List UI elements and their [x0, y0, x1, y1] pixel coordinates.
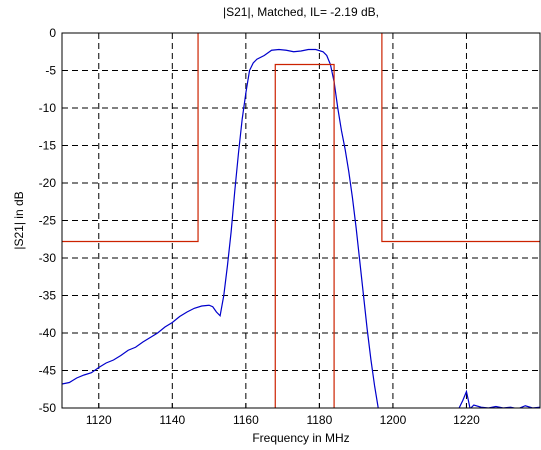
y-tick-label: -10	[39, 101, 57, 115]
y-tick-label: -45	[39, 364, 57, 378]
y-tick-label: -35	[39, 289, 57, 303]
chart-title: |S21|, Matched, IL= -2.19 dB,	[223, 5, 379, 19]
series-line-2	[381, 33, 540, 243]
axis-ticks: 1120 1140 1160 1180 1200 1220 0 -5 -10 -15 -20 -25 -…	[39, 26, 480, 427]
y-tick-label: -50	[39, 401, 57, 415]
y-tick-label: -30	[39, 251, 57, 265]
plot-area	[62, 33, 540, 408]
y-tick-label: -15	[39, 139, 57, 153]
grid	[62, 33, 540, 408]
x-tick-label: 1120	[86, 413, 112, 427]
y-axis-label: |S21| in dB	[12, 191, 26, 249]
x-axis-label: Frequency in MHz	[252, 431, 349, 445]
x-tick-label: 1180	[306, 413, 332, 427]
x-tick-label: 1220	[453, 413, 480, 427]
y-tick-label: -40	[39, 326, 57, 340]
x-tick-label: 1200	[380, 413, 407, 427]
x-tick-label: 1140	[159, 413, 185, 427]
y-tick-label: -25	[39, 214, 57, 228]
series-line-3	[274, 63, 335, 408]
series-line-0	[62, 48, 540, 408]
x-tick-label: 1160	[233, 413, 259, 427]
plot-frame	[61, 32, 541, 409]
series-line-1	[62, 33, 199, 243]
y-tick-label: -20	[39, 176, 57, 190]
y-tick-label: -5	[45, 64, 56, 78]
y-tick-label: 0	[49, 26, 56, 40]
